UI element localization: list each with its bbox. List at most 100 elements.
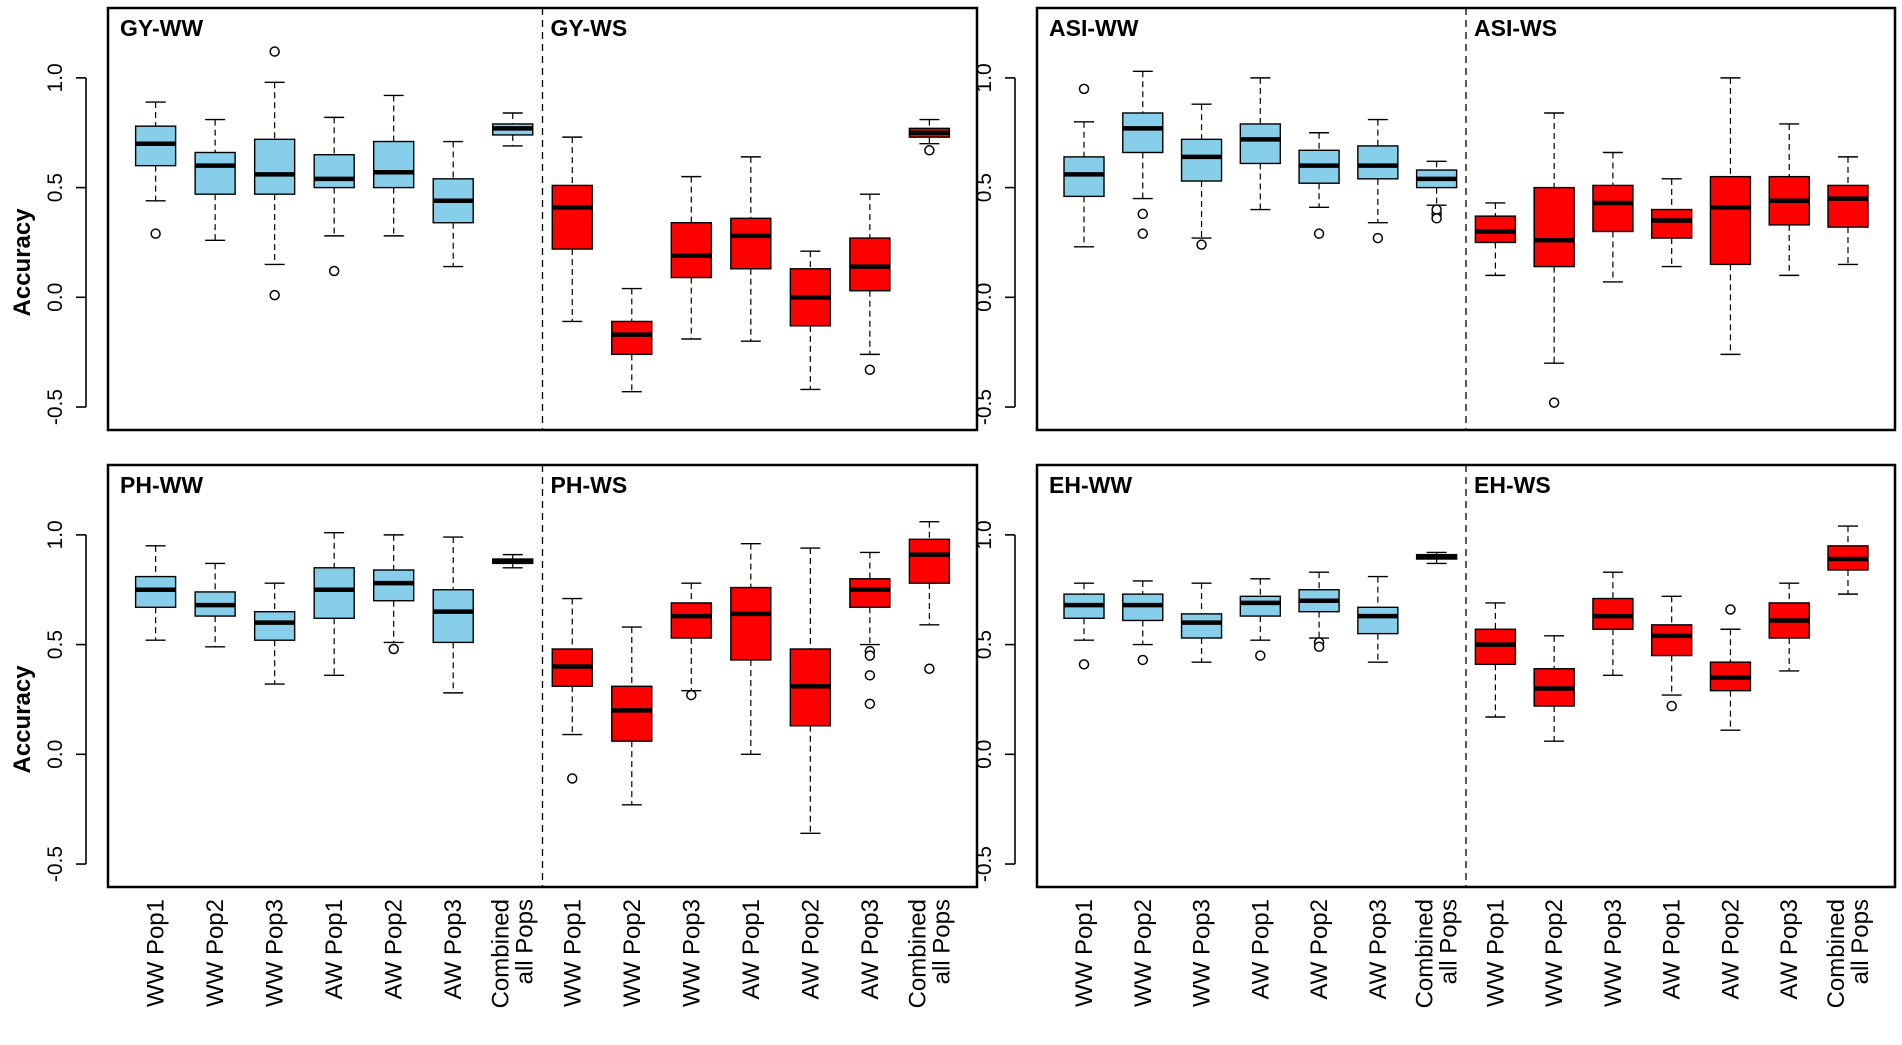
iqr-box [1650, 208, 1693, 239]
condition-label-ws: GY-WS [551, 15, 628, 41]
outlier-point [1431, 204, 1442, 215]
condition-label-ws: EH-WS [1474, 472, 1551, 498]
x-category-label: AW Pop3 [1776, 899, 1803, 1000]
box-ws-12 [1709, 604, 1752, 731]
box-ww-2 [1122, 70, 1164, 239]
outlier-point [1137, 208, 1149, 220]
box-ww-3 [1180, 103, 1223, 250]
x-category-label: Combined [1823, 899, 1850, 1008]
box-ww-6 [1357, 118, 1399, 244]
x-category-label: AW Pop2 [797, 899, 824, 1000]
x-category-label: AW Pop1 [738, 899, 765, 1000]
iqr-box [551, 184, 593, 250]
y-tick-label: 1.0 [44, 63, 67, 92]
y-tick-label: 0.5 [44, 173, 67, 202]
box-ww-3 [253, 582, 296, 685]
box-ww-3 [1180, 582, 1223, 663]
condition-label-ww: PH-WW [120, 472, 203, 498]
y-tick-label: -0.5 [44, 389, 67, 425]
box-ws-11 [1650, 595, 1693, 712]
iqr-box [313, 567, 355, 619]
y-tick-label: 0.0 [973, 283, 996, 312]
condition-label-ww: GY-WW [120, 15, 203, 41]
y-tick-label: -0.5 [44, 846, 67, 882]
y-tick-label: 0.0 [973, 740, 996, 769]
y-tick-label: 0.0 [44, 740, 67, 769]
x-category-label: Combined [1412, 899, 1439, 1008]
y-tick-label: -0.5 [973, 389, 996, 425]
outlier-point [388, 643, 399, 655]
panel-eh: EH-WW EH-WS-0.50.00.51.0WW Pop1 WW Pop2 WW … [973, 463, 1897, 1008]
iqr-box [1592, 184, 1634, 233]
box-ws-11 [730, 542, 772, 756]
x-category-label: AW Pop2 [1717, 899, 1744, 1000]
box-ww-4 [313, 531, 355, 677]
box-ww-7 [1415, 551, 1458, 565]
box-ws-11 [1650, 178, 1693, 268]
iqr-box [1650, 624, 1693, 657]
y-tick-label: 0.5 [44, 630, 67, 659]
x-category-label: WW Pop2 [619, 899, 646, 1007]
iqr-box [1180, 613, 1223, 639]
iqr-box [1533, 186, 1575, 268]
box-ww-7 [1415, 160, 1458, 224]
box-ws-9 [1533, 635, 1575, 742]
outlier-point [864, 650, 876, 661]
box-ww-5 [372, 94, 415, 237]
condition-label-ww: EH-WW [1049, 472, 1132, 498]
y-tick-label: 1.0 [973, 520, 996, 549]
box-ww-6 [1357, 575, 1399, 663]
x-category-label: all Pops [928, 899, 955, 984]
box-ww-4 [1239, 77, 1282, 211]
iqr-box [670, 222, 713, 279]
outlier-point [1078, 83, 1090, 95]
iqr-box [194, 151, 236, 195]
box-ws-9 [611, 626, 653, 806]
condition-label-ww: ASI-WW [1049, 15, 1139, 41]
outlier-point [567, 773, 578, 784]
iqr-box [730, 217, 772, 270]
x-category-label: WW Pop1 [1071, 899, 1098, 1007]
iqr-box [253, 610, 296, 641]
box-ws-14 [1827, 525, 1869, 595]
outlier-point [1372, 232, 1384, 244]
iqr-box [849, 578, 891, 608]
outlier-point [328, 265, 340, 277]
outlier-point [864, 698, 876, 710]
box-ws-14 [908, 521, 951, 674]
iqr-box [908, 538, 951, 584]
iqr-box [1357, 606, 1399, 635]
x-category-label: AW Pop3 [1365, 899, 1392, 1000]
outlier-point [1666, 700, 1677, 712]
x-category-label: all Pops [512, 899, 539, 984]
outlier-point [864, 670, 876, 681]
condition-label-ws: PH-WS [551, 472, 628, 498]
x-category-label: WW Pop1 [1482, 899, 1509, 1007]
box-ws-12 [789, 250, 832, 391]
x-category-label: WW Pop1 [143, 899, 170, 1007]
iqr-box [1709, 175, 1752, 266]
x-category-label: WW Pop2 [202, 899, 229, 1007]
outlier-point [1078, 659, 1090, 670]
box-ws-13 [849, 551, 891, 710]
box-ws-8 [551, 136, 593, 323]
iqr-box [1239, 595, 1282, 617]
x-category-label: all Pops [1436, 899, 1463, 984]
iqr-box [1122, 112, 1164, 154]
iqr-box [1180, 138, 1223, 182]
box-ws-8 [551, 597, 593, 784]
x-category-label: all Pops [1847, 899, 1874, 984]
box-ww-3 [253, 46, 296, 301]
y-tick-label: -0.5 [973, 846, 996, 882]
y-tick-label: 0.5 [973, 630, 996, 659]
outlier-point [150, 228, 161, 239]
box-ws-13 [849, 193, 891, 375]
x-category-label: WW Pop3 [678, 899, 705, 1007]
x-category-label: WW Pop3 [1600, 899, 1627, 1007]
condition-label-ws: ASI-WS [1474, 15, 1557, 41]
box-ws-11 [730, 156, 772, 342]
x-category-label: WW Pop3 [1189, 899, 1216, 1007]
x-category-label: AW Pop2 [1306, 899, 1333, 1000]
x-category-label: WW Pop3 [262, 899, 289, 1007]
y-tick-label: 1.0 [44, 520, 67, 549]
